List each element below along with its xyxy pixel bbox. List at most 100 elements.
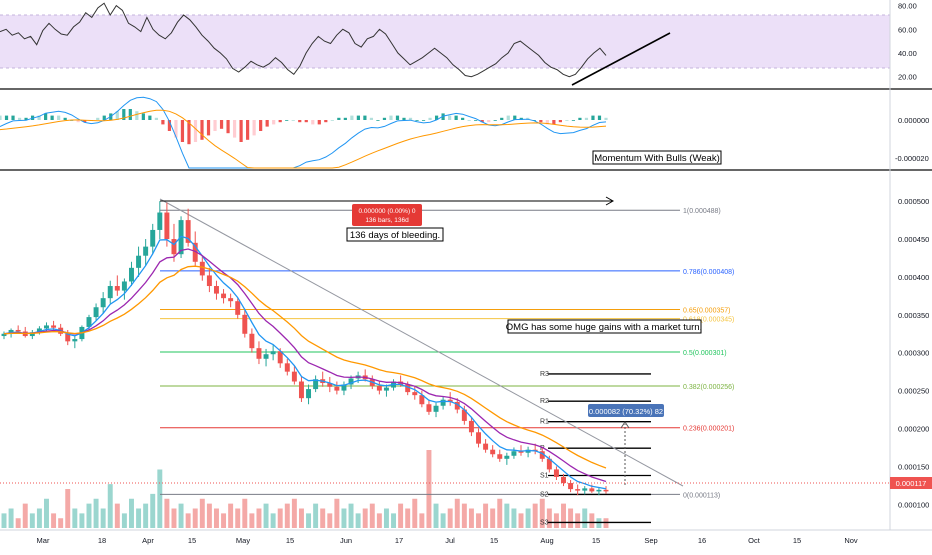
volume-bar	[532, 503, 538, 528]
volume-bar	[171, 508, 177, 528]
candle-body	[376, 386, 382, 391]
macd-hist-bar	[604, 117, 608, 120]
fib-label: 0.65(0.000357)	[683, 308, 730, 315]
candle-body	[603, 489, 609, 492]
volume-bar	[362, 508, 368, 528]
pivot-label: R1	[540, 419, 549, 426]
candle-body	[291, 371, 297, 382]
macd-hist-bar	[187, 120, 191, 145]
candle-body	[327, 383, 333, 387]
date-tick-label: Jun	[340, 536, 352, 545]
candle-body	[511, 451, 517, 456]
range-info-line1: 0.000000 (0.00%) 0	[358, 208, 415, 215]
candle-body	[121, 281, 127, 291]
macd-hist-bar	[408, 117, 413, 120]
pivot-label: R2	[540, 398, 549, 405]
fib-label: 0.5(0.000301)	[683, 350, 727, 357]
candle-body	[228, 298, 234, 302]
date-tick-label: 15	[592, 536, 600, 545]
candle-body	[313, 379, 319, 390]
target-info-box[interactable]	[588, 404, 664, 417]
volume-bar	[256, 508, 262, 528]
macd-hist-bar	[311, 120, 315, 125]
price-tick-label: 0.000200	[898, 424, 929, 433]
gains-annotation-box[interactable]	[507, 319, 702, 334]
candle-body	[440, 399, 446, 406]
volume-bar	[86, 503, 92, 528]
macd-hist-bar	[487, 120, 491, 123]
macd-hist-bar	[552, 120, 556, 125]
volume-bar	[206, 503, 212, 528]
pivot-label: S2	[540, 491, 549, 498]
volume-bar	[596, 518, 602, 528]
volume-bar	[468, 508, 474, 528]
macd-hist-bar	[219, 120, 224, 129]
candle-body	[575, 489, 581, 491]
price-tick-label: 0.000250	[898, 387, 929, 396]
candle-body	[582, 488, 588, 491]
macd-line	[0, 96, 607, 169]
macd-hist-bar	[76, 120, 80, 123]
macd-hist-bar	[115, 111, 119, 120]
fib-label: 0.236(0.000201)	[683, 426, 734, 433]
macd-hist-bar	[395, 115, 400, 120]
macd-hist-bar	[467, 120, 471, 121]
macd-hist-bar	[461, 117, 465, 120]
candle-body	[44, 325, 49, 329]
date-tick-label: 16	[698, 536, 706, 545]
volume-bar	[129, 498, 134, 528]
macd-hist-bar	[402, 117, 406, 120]
pivot-label: S3	[540, 519, 549, 526]
candle-body	[476, 432, 481, 444]
price-tick-label: 0.000350	[898, 311, 929, 320]
volume-bar	[221, 513, 227, 528]
candle-body	[497, 454, 503, 459]
candle-body	[242, 314, 248, 334]
volume-bar	[8, 508, 14, 528]
macd-hist-bar	[193, 120, 198, 142]
candle-body	[483, 443, 489, 450]
volume-bar	[603, 518, 609, 528]
rsi-tick-label: 60.00	[898, 25, 917, 34]
macd-hist-bar	[343, 117, 347, 120]
range-arrow-head	[605, 196, 615, 206]
volume-bar	[199, 498, 205, 528]
macd-hist-bar	[356, 115, 360, 120]
candle-body	[504, 455, 510, 459]
candle-body	[263, 354, 269, 359]
volume-bar	[298, 508, 304, 528]
date-tick-label: Mar	[37, 536, 50, 545]
macd-hist-bar	[252, 120, 256, 136]
candle-body	[468, 420, 474, 433]
descending-trend-line[interactable]	[159, 198, 684, 487]
candle-body	[51, 325, 57, 328]
bleeding-annotation-box[interactable]	[346, 227, 444, 242]
last-price-tag	[890, 477, 932, 489]
fib-label: 0.786(0.000408)	[683, 269, 734, 276]
macd-hist-bar	[174, 120, 178, 138]
candle-body	[199, 261, 205, 276]
macd-hist-bar	[11, 115, 15, 120]
volume-bar	[143, 503, 149, 528]
macd-hist-bar	[285, 120, 289, 121]
candle-body	[164, 212, 170, 240]
volume-bar	[277, 508, 283, 528]
macd-hist-bar	[337, 117, 341, 120]
range-info-box[interactable]	[352, 204, 422, 226]
volume-bar	[44, 498, 49, 528]
volume-bar	[412, 498, 418, 528]
date-tick-label: 18	[98, 536, 106, 545]
candle-body	[539, 451, 545, 459]
macd-hist-bar	[50, 115, 54, 120]
volume-bar	[235, 508, 241, 528]
date-tick-label: 15	[286, 536, 294, 545]
ema-mid-line	[3, 248, 607, 483]
macd-hist-bar	[474, 120, 478, 121]
momentum-annotation-box[interactable]	[592, 150, 722, 165]
candle-body	[221, 293, 227, 299]
volume-bar	[306, 513, 312, 528]
volume-bar	[1, 513, 7, 528]
candle-body	[461, 409, 467, 421]
rsi-trend-line[interactable]	[571, 32, 671, 86]
